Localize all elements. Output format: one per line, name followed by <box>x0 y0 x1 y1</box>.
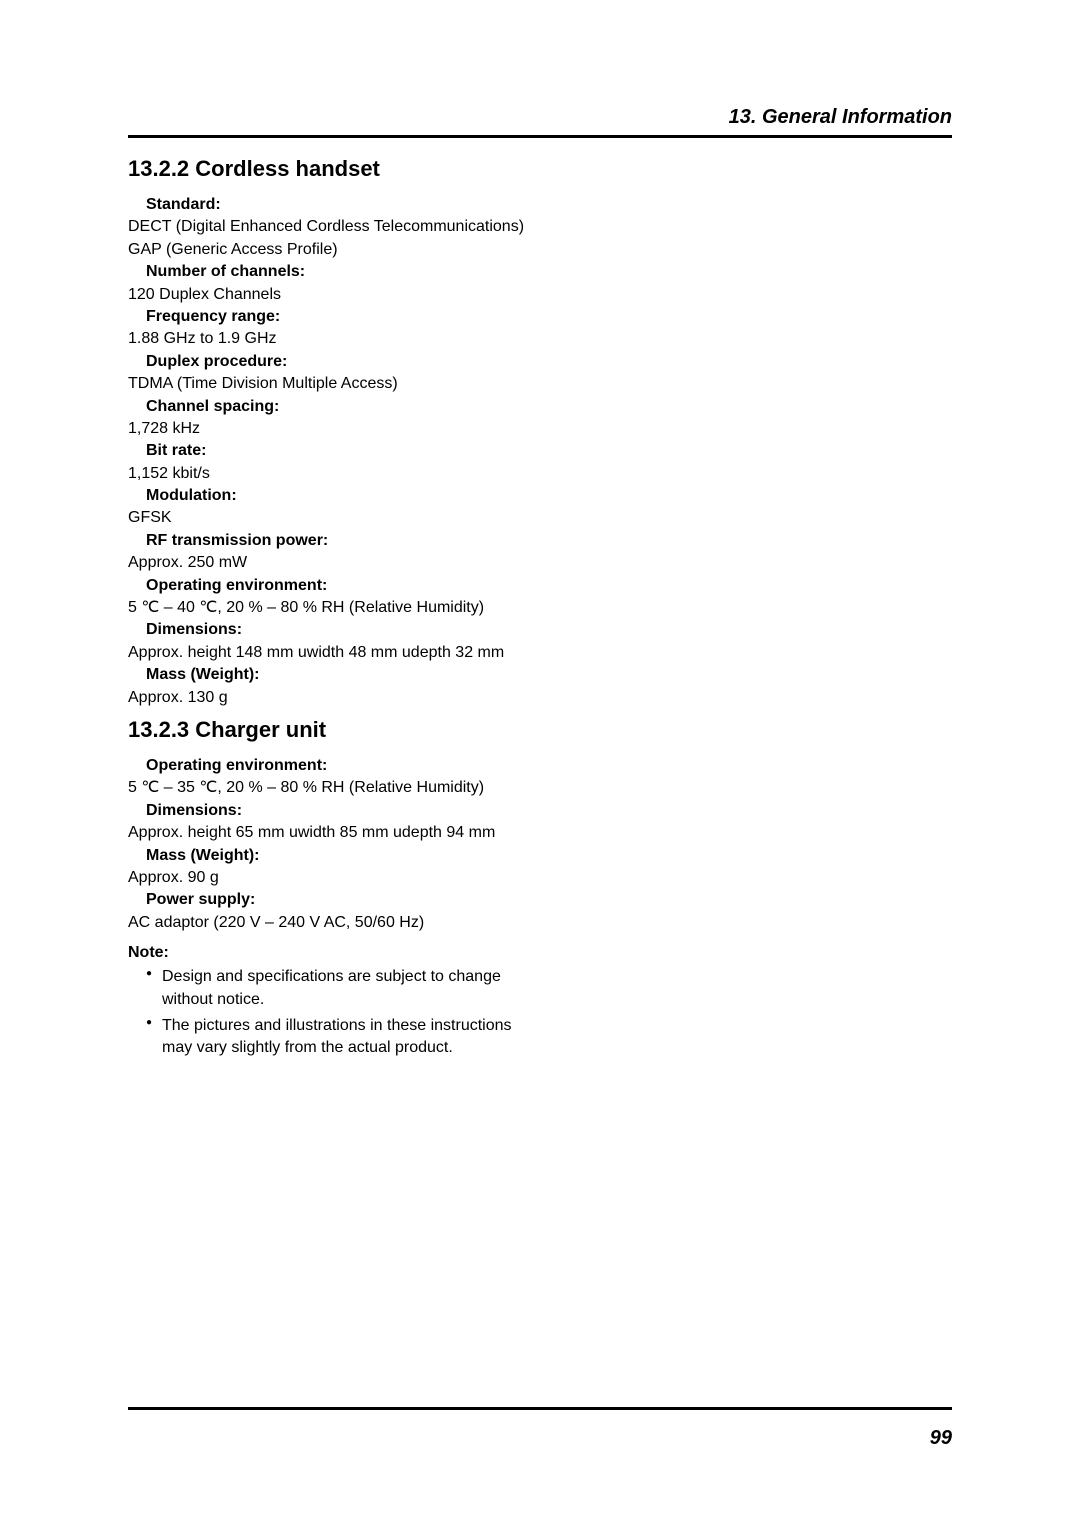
spec-value-mass-charger: Approx. 90 g <box>128 867 543 889</box>
spec-value-dims-handset: Approx. height 148 mm uwidth 48 mm udept… <box>128 642 543 664</box>
spec-label-dims-handset: Dimensions: <box>128 619 543 641</box>
note-heading: Note: <box>128 944 543 962</box>
spec-label-power: Power supply: <box>128 889 543 911</box>
spec-label-rfpower: RF transmission power: <box>128 530 543 552</box>
spec-value-openv-charger: 5 ℃ – 35 ℃, 20 % – 80 % RH (Relative Hum… <box>128 777 543 799</box>
spec-label-duplex: Duplex procedure: <box>128 351 543 373</box>
content-column: 13.2.2 Cordless handset Standard: DECT (… <box>128 156 543 1060</box>
spec-value-duplex: TDMA (Time Division Multiple Access) <box>128 373 543 395</box>
spec-value-dims-charger: Approx. height 65 mm uwidth 85 mm udepth… <box>128 822 543 844</box>
spec-value-standard-1: DECT (Digital Enhanced Cordless Telecomm… <box>128 216 543 238</box>
spec-label-standard: Standard: <box>128 194 543 216</box>
spec-label-mass-handset: Mass (Weight): <box>128 664 543 686</box>
spec-label-dims-charger: Dimensions: <box>128 800 543 822</box>
page-number: 99 <box>930 1427 952 1450</box>
spec-value-modulation: GFSK <box>128 507 543 529</box>
section-heading-handset: 13.2.2 Cordless handset <box>128 156 543 182</box>
note-list: Design and specifications are subject to… <box>128 966 543 1060</box>
spec-value-freq: 1.88 GHz to 1.9 GHz <box>128 328 543 350</box>
spec-value-channels: 120 Duplex Channels <box>128 284 543 306</box>
spec-label-openv-charger: Operating environment: <box>128 755 543 777</box>
spec-value-spacing: 1,728 kHz <box>128 418 543 440</box>
note-item-1: Design and specifications are subject to… <box>146 966 543 1011</box>
spec-label-freq: Frequency range: <box>128 306 543 328</box>
spec-value-bitrate: 1,152 kbit/s <box>128 463 543 485</box>
spec-label-mass-charger: Mass (Weight): <box>128 845 543 867</box>
page-container: 13. General Information 13.2.2 Cordless … <box>0 0 1080 1528</box>
spec-value-standard-2: GAP (Generic Access Profile) <box>128 239 543 261</box>
handset-specs: Standard: DECT (Digital Enhanced Cordles… <box>128 194 543 709</box>
spec-label-spacing: Channel spacing: <box>128 396 543 418</box>
note-item-2: The pictures and illustrations in these … <box>146 1015 543 1060</box>
spec-label-openv-handset: Operating environment: <box>128 575 543 597</box>
chapter-header: 13. General Information <box>128 106 952 138</box>
charger-specs: Operating environment: 5 ℃ – 35 ℃, 20 % … <box>128 755 543 934</box>
footer-rule <box>128 1407 952 1410</box>
spec-label-modulation: Modulation: <box>128 485 543 507</box>
spec-value-rfpower: Approx. 250 mW <box>128 552 543 574</box>
spec-value-mass-handset: Approx. 130 g <box>128 687 543 709</box>
spec-value-openv-handset: 5 ℃ – 40 ℃, 20 % – 80 % RH (Relative Hum… <box>128 597 543 619</box>
spec-value-power: AC adaptor (220 V – 240 V AC, 50/60 Hz) <box>128 912 543 934</box>
spec-label-bitrate: Bit rate: <box>128 440 543 462</box>
section-heading-charger: 13.2.3 Charger unit <box>128 717 543 743</box>
spec-label-channels: Number of channels: <box>128 261 543 283</box>
